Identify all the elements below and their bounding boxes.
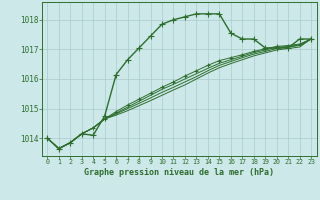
X-axis label: Graphe pression niveau de la mer (hPa): Graphe pression niveau de la mer (hPa) — [84, 168, 274, 177]
